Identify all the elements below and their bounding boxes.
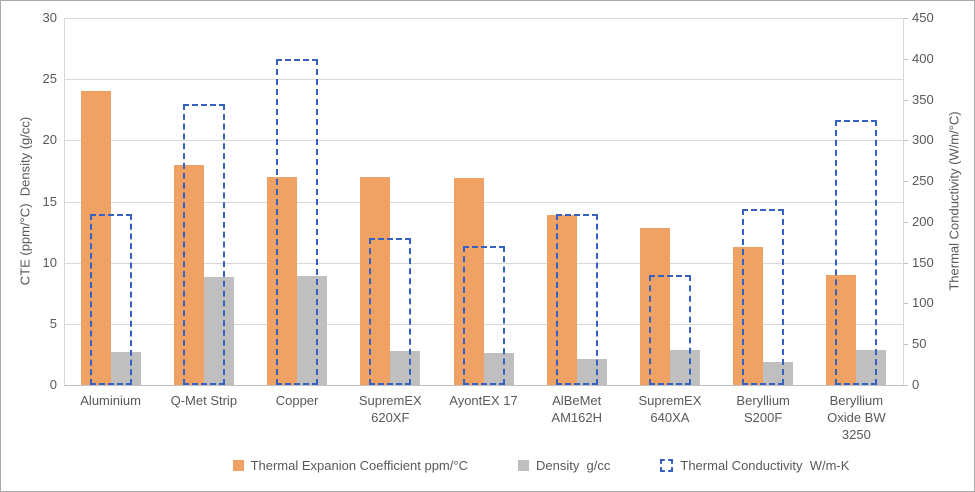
bar-density bbox=[763, 362, 794, 385]
right-axis-tick bbox=[903, 344, 908, 346]
legend-label: Thermal Expanion Coefficient ppm/°C bbox=[250, 458, 468, 473]
bar-density bbox=[297, 276, 328, 385]
right-axis-tick-label: 300 bbox=[912, 132, 934, 148]
bar-conductivity bbox=[555, 213, 598, 385]
x-axis-category-label: Aluminium bbox=[80, 393, 141, 408]
gridline bbox=[64, 323, 903, 325]
right-axis-tick bbox=[903, 99, 908, 101]
x-axis-category-label: SupremEX 640XA bbox=[638, 393, 702, 425]
right-axis-tick bbox=[903, 181, 908, 183]
right-axis-tick-label: 250 bbox=[912, 173, 934, 189]
gridline bbox=[64, 140, 903, 142]
x-axis-category-label: Copper bbox=[275, 393, 319, 408]
x-axis-category-label: AyontEX 17 bbox=[449, 393, 518, 408]
bar-cte bbox=[733, 246, 764, 385]
bar-conductivity bbox=[648, 274, 691, 385]
right-axis-tick-label: 0 bbox=[912, 377, 920, 392]
bar-cte bbox=[267, 177, 298, 385]
right-axis-tick-label: 100 bbox=[912, 295, 934, 311]
gridline bbox=[64, 262, 903, 264]
bar-conductivity bbox=[835, 119, 878, 385]
legend-swatch-icon bbox=[660, 459, 674, 472]
legend-label: Density g/cc bbox=[535, 458, 611, 473]
right-axis-tick bbox=[903, 303, 908, 305]
left-axis-tick-label: 30 bbox=[42, 10, 57, 25]
bar-density bbox=[203, 277, 234, 385]
bar-cte bbox=[546, 214, 577, 385]
bar-cte bbox=[826, 274, 857, 385]
right-axis-tick-label: 50 bbox=[912, 336, 927, 352]
right-axis-tick bbox=[903, 140, 908, 142]
bar-cte bbox=[639, 228, 670, 385]
bar-conductivity bbox=[742, 208, 785, 385]
x-axis-category-label: SupremEX 620XF bbox=[358, 393, 422, 425]
bar-density bbox=[669, 349, 700, 385]
x-axis-category-label: Q-Met Strip bbox=[170, 393, 238, 408]
bar-conductivity bbox=[462, 246, 505, 385]
gridline bbox=[64, 385, 903, 386]
bar-density bbox=[576, 359, 607, 385]
bar-cte bbox=[80, 91, 111, 385]
bar-density bbox=[483, 353, 514, 385]
legend-swatch-icon bbox=[232, 460, 244, 471]
left-axis-tick-label: 5 bbox=[49, 315, 57, 331]
legend-item-density: Density g/cc bbox=[517, 458, 611, 473]
left-axis-tick-label: 10 bbox=[42, 254, 57, 270]
right-axis-tick-label: 350 bbox=[912, 91, 934, 107]
x-axis-category-label: Beryllium Oxide BW 3250 bbox=[827, 393, 886, 442]
right-axis-tick bbox=[903, 262, 908, 264]
bar-density bbox=[856, 349, 887, 385]
legend-item-cte: Thermal Expanion Coefficient ppm/°C bbox=[232, 458, 468, 473]
bar-cte bbox=[360, 177, 391, 385]
bar-cte bbox=[173, 164, 204, 385]
x-axis-category-label: AlBeMet AM162H bbox=[551, 393, 602, 425]
left-axis-tick-label: 0 bbox=[49, 377, 57, 392]
legend-swatch-icon bbox=[517, 460, 529, 471]
bar-conductivity bbox=[89, 213, 132, 385]
right-axis-title: Thermal Conductivity (W/m/°C) bbox=[946, 111, 962, 291]
right-axis-tick-label: 150 bbox=[912, 254, 934, 270]
bar-density bbox=[390, 350, 421, 385]
legend-label: Thermal Conductivity W/m-K bbox=[680, 458, 850, 473]
right-axis-tick-label: 400 bbox=[912, 50, 934, 66]
bar-density bbox=[110, 351, 141, 385]
left-axis-line bbox=[64, 18, 65, 385]
right-axis-line bbox=[903, 18, 904, 385]
gridline bbox=[64, 79, 903, 81]
bar-cte bbox=[453, 178, 484, 385]
gridline bbox=[64, 18, 903, 19]
right-axis-tick bbox=[903, 385, 908, 386]
right-axis-tick bbox=[903, 221, 908, 223]
right-axis-tick bbox=[903, 18, 908, 19]
legend: Thermal Expanion Coefficient ppm/°C Densi… bbox=[1, 458, 974, 473]
bar-conductivity bbox=[182, 103, 225, 385]
left-axis-tick-label: 25 bbox=[42, 71, 57, 87]
left-axis-tick-label: 20 bbox=[42, 132, 57, 148]
right-axis-tick bbox=[903, 58, 908, 60]
gridline bbox=[64, 201, 903, 203]
bar-conductivity bbox=[276, 58, 319, 385]
right-axis-tick-label: 200 bbox=[912, 213, 934, 229]
bar-conductivity bbox=[369, 238, 412, 385]
legend-item-conductivity: Thermal Conductivity W/m-K bbox=[660, 458, 849, 473]
left-axis-tick-label: 15 bbox=[42, 193, 57, 209]
right-axis-tick-label: 450 bbox=[912, 10, 934, 25]
x-axis-category-label: Beryllium S200F bbox=[736, 393, 790, 425]
